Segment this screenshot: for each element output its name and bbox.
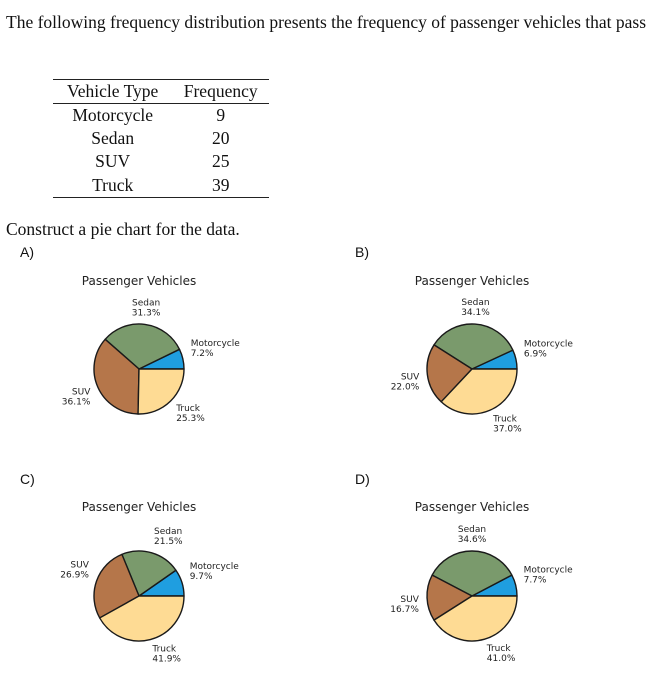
- pie-slice-truck: [433, 595, 518, 642]
- prompt-text: Construct a pie chart for the data.: [6, 219, 240, 239]
- option-a-letter[interactable]: A): [20, 244, 34, 260]
- pie-slice-suv: [426, 574, 473, 621]
- slice-label: SUV: [400, 595, 419, 605]
- vehicle-type-cell: Motorcycle: [72, 105, 154, 125]
- pie-slice-sedan: [433, 323, 514, 370]
- frequency-cell: 25: [211, 151, 230, 171]
- column-header-vehicle-type: Vehicle Type: [53, 79, 173, 104]
- option-b-letter[interactable]: B): [355, 244, 369, 260]
- slice-percent-label: 34.6%: [458, 535, 487, 545]
- option-d-letter[interactable]: D): [355, 471, 370, 487]
- slice-percent-label: 25.3%: [176, 414, 205, 424]
- pie-slice-suv: [93, 338, 140, 415]
- slice-percent-label: 7.2%: [191, 349, 214, 359]
- slice-label: Motorcycle: [190, 562, 240, 572]
- frequency-cell: 9: [216, 105, 226, 125]
- slice-percent-label: 37.0%: [493, 425, 522, 435]
- table-row: Sedan 20: [53, 127, 269, 150]
- pie-slice-suv: [426, 344, 473, 403]
- table-row: SUV 25: [53, 150, 269, 173]
- pie-slice-truck: [99, 595, 185, 642]
- slice-percent-label: 41.0%: [487, 654, 516, 664]
- vehicle-type-cell: Truck: [53, 173, 173, 198]
- slice-percent-label: 21.5%: [154, 537, 183, 547]
- slice-label: SUV: [72, 387, 91, 397]
- slice-percent-label: 16.7%: [390, 605, 419, 615]
- chart-title: Passenger Vehicles: [82, 274, 196, 288]
- frequency-table: Vehicle Type Frequency Motorcycle 9 Seda…: [53, 79, 269, 198]
- slice-percent-label: 6.9%: [524, 350, 547, 360]
- table-row: Motorcycle 9: [53, 104, 269, 128]
- chart-title: Passenger Vehicles: [415, 500, 529, 514]
- slice-percent-label: 26.9%: [60, 571, 89, 581]
- pie-slice-sedan: [121, 550, 177, 597]
- slice-label: Motorcycle: [524, 340, 574, 350]
- slice-label: Sedan: [458, 525, 486, 535]
- slice-percent-label: 36.1%: [62, 397, 91, 407]
- slice-label: Sedan: [154, 527, 182, 537]
- slice-label: SUV: [70, 561, 89, 571]
- pie-slice-sedan: [104, 323, 181, 370]
- slice-percent-label: 7.7%: [524, 575, 547, 585]
- slice-label: SUV: [401, 373, 420, 383]
- frequency-cell: 20: [211, 128, 230, 148]
- slice-percent-label: 22.0%: [391, 383, 420, 393]
- slice-label: Sedan: [132, 298, 160, 308]
- question-text: The following frequency distribution pre…: [6, 12, 646, 32]
- pie-slice-truck: [137, 368, 185, 415]
- chart-title: Passenger Vehicles: [415, 274, 529, 288]
- slice-percent-label: 31.3%: [132, 308, 161, 318]
- option-c-letter[interactable]: C): [20, 471, 35, 487]
- slice-label: Truck: [175, 404, 201, 414]
- slice-label: Truck: [151, 644, 177, 654]
- table-header-row: Vehicle Type Frequency: [53, 79, 269, 104]
- slice-percent-label: 41.9%: [152, 654, 181, 664]
- slice-label: Truck: [486, 644, 512, 654]
- slice-label: Motorcycle: [191, 339, 241, 349]
- column-header-frequency: Frequency: [172, 79, 269, 104]
- pie-slice-truck: [440, 368, 518, 415]
- slice-label: Motorcycle: [524, 565, 574, 575]
- vehicle-type-cell: SUV: [95, 151, 131, 171]
- vehicle-type-cell: Sedan: [91, 128, 135, 148]
- table-row: Truck 39: [53, 173, 269, 198]
- frequency-cell: 39: [172, 173, 269, 198]
- slice-percent-label: 9.7%: [190, 572, 213, 582]
- slice-percent-label: 34.1%: [461, 308, 490, 318]
- slice-label: Sedan: [461, 298, 489, 308]
- chart-title: Passenger Vehicles: [82, 500, 196, 514]
- slice-label: Truck: [492, 415, 518, 425]
